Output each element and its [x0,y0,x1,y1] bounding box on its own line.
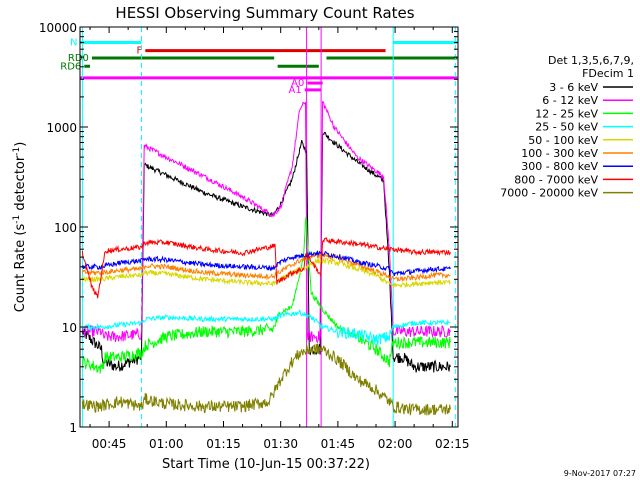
y-label-main: Count Rate (s [13,224,28,313]
series-line-3 [82,309,451,347]
legend-label-3: 25 - 50 keV [535,121,598,134]
legend-label-2: 12 - 25 keV [535,107,598,120]
legend-label-8: 7000 - 20000 keV [500,187,598,200]
annotation-label-3: RD0 [68,53,89,64]
chart-title: HESSI Observing Summary Count Rates [115,4,414,22]
annotation-label-6: RD6 [60,61,81,72]
legend-label-1: 6 - 12 keV [542,94,598,107]
y-label-exponent-2: -1 [12,147,22,156]
y-label-exponent-1: -1 [12,215,22,224]
y-axis-label: Count Rate (s-1 detector-1) [12,142,28,313]
series-line-1 [81,100,451,344]
x-axis: 00:45 01:00 01:15 01:30 01:45 02:00 02:15 [89,27,470,451]
annotation-label-8: A0 [291,78,304,89]
annotation-label-0: N [70,37,77,48]
legend-label-6: 300 - 800 keV [521,160,598,173]
legend-header-1: Det 1,3,5,6,7,9, [548,54,634,67]
annotation-label-9: A1 [289,85,302,96]
annotation-label-2: F [137,46,143,57]
series-layer [81,100,451,416]
legend-label-5: 100 - 300 keV [521,147,598,160]
series-line-8 [81,343,451,416]
y-tick-label-4: 10000 [39,21,77,35]
y-tick-label-1: 10 [62,321,77,335]
timestamp-footer: 9-Nov-2017 07:27 [564,469,636,478]
vertical-marker-layer [81,27,456,427]
y-label-middle: detector [13,155,28,215]
x-tick-label-6: 02:15 [435,437,470,451]
legend-label-0: 3 - 6 keV [549,81,598,94]
legend-header-2: FDecim 1 [582,67,634,80]
y-tick-label-0: 1 [69,421,77,435]
x-tick-label-0: 00:45 [92,437,127,451]
series-line-2 [81,216,451,374]
y-tick-label-2: 100 [54,221,77,235]
y-tick-label-3: 1000 [46,121,77,135]
x-tick-label-2: 01:15 [206,437,241,451]
series-line-0 [81,131,451,373]
series-line-6 [81,249,451,277]
x-tick-label-5: 02:00 [378,437,413,451]
series-line-4 [81,257,451,289]
x-tick-label-4: 01:45 [321,437,356,451]
series-line-7 [81,237,451,299]
x-tick-label-1: 01:00 [149,437,184,451]
x-axis-label: Start Time (10-Jun-15 00:37:22) [162,457,370,472]
plot-frame [79,26,459,428]
x-tick-label-3: 01:30 [263,437,298,451]
y-label-end: ) [13,142,28,147]
series-line-5 [81,251,451,283]
legend-label-4: 50 - 100 keV [528,134,598,147]
legend-label-7: 800 - 7000 keV [514,173,598,186]
y-axis: 1 10 100 1000 10000 [39,21,458,435]
